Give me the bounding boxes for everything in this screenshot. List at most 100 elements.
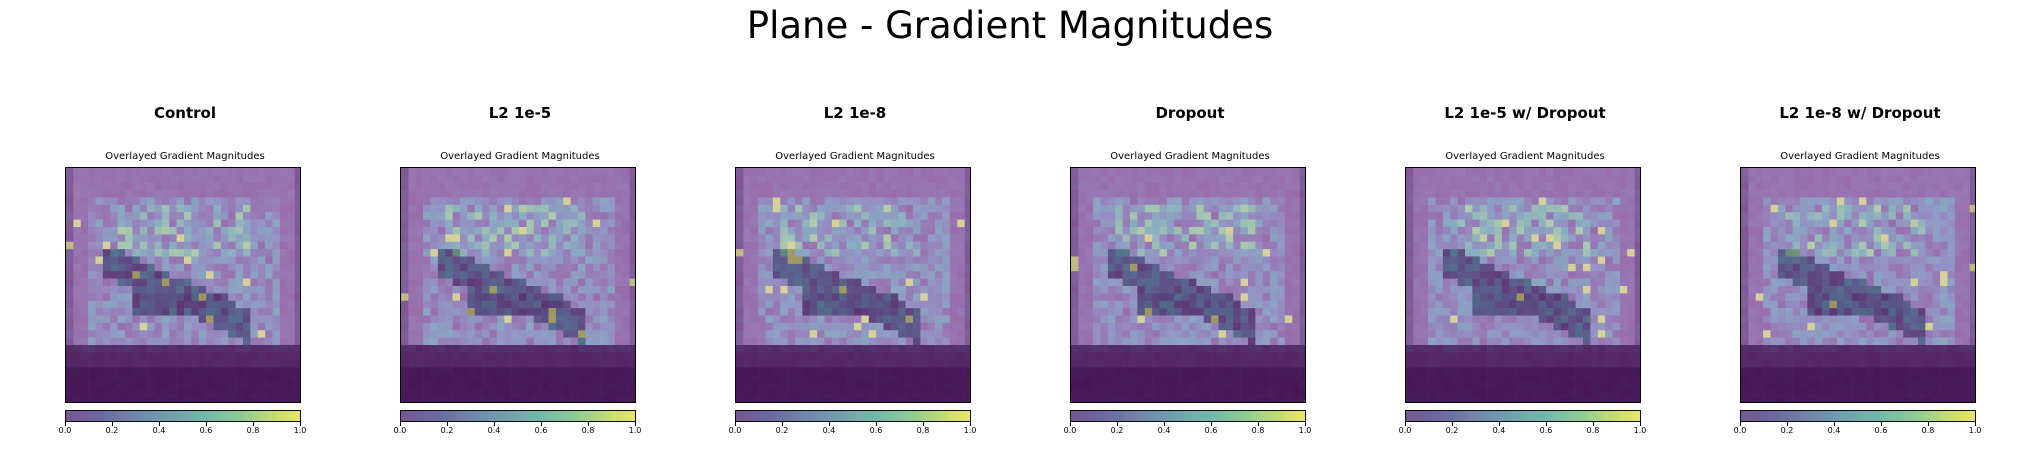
heatmap-cell <box>1575 182 1584 191</box>
heatmap-cell <box>1189 234 1197 243</box>
heatmap-cell <box>235 234 244 243</box>
heatmap-cell <box>1435 322 1444 331</box>
heatmap-cell <box>66 293 74 302</box>
heatmap-cell <box>831 367 840 375</box>
heatmap-cell <box>294 212 300 220</box>
heatmap-cell <box>935 367 943 375</box>
heatmap-cell <box>110 352 118 361</box>
heatmap-cell <box>228 389 236 397</box>
heatmap-cell <box>117 190 126 198</box>
heatmap-cell <box>541 168 549 176</box>
heatmap-cell <box>176 293 185 302</box>
heatmap-cell <box>898 345 906 353</box>
heatmap-cell <box>957 300 965 309</box>
heatmap-cell <box>1546 190 1554 198</box>
heatmap-cell <box>511 337 520 346</box>
heatmap-cell <box>592 315 601 324</box>
heatmap-cell <box>1457 182 1466 191</box>
heatmap-cell <box>1553 241 1562 250</box>
heatmap-cell <box>570 286 579 294</box>
heatmap-cell <box>1122 381 1131 390</box>
heatmap-cell <box>585 278 594 287</box>
heatmap-cell <box>1218 271 1227 279</box>
heatmap-cell <box>184 315 192 324</box>
heatmap-cell <box>920 212 929 220</box>
heatmap-cell <box>423 197 431 206</box>
heatmap-cell <box>750 374 759 383</box>
heatmap-cell <box>614 389 623 397</box>
heatmap-cell <box>445 219 453 228</box>
heatmap-cell <box>780 249 788 257</box>
heatmap-cell <box>935 300 943 309</box>
heatmap-cell <box>1211 212 1219 220</box>
heatmap-cell <box>809 345 818 353</box>
heatmap-cell <box>935 381 943 390</box>
heatmap-cell <box>504 367 512 375</box>
heatmap-cell <box>287 278 295 287</box>
heatmap-cell <box>1225 175 1234 184</box>
heatmap-cell <box>1211 374 1219 383</box>
heatmap-cell <box>1137 381 1146 390</box>
heatmap-cell <box>1442 197 1451 206</box>
heatmap-cell <box>1255 374 1264 383</box>
heatmap-cell <box>272 367 281 375</box>
heatmap-cell <box>555 352 564 361</box>
heatmap-cell <box>169 271 177 279</box>
heatmap-cell <box>1509 175 1517 184</box>
heatmap-cell <box>460 308 468 316</box>
heatmap-cell <box>578 396 586 402</box>
heatmap-cell <box>1406 330 1414 338</box>
heatmap-cell <box>228 286 236 294</box>
heatmap-cell <box>1122 396 1131 402</box>
heatmap-cell <box>1144 204 1153 213</box>
heatmap-cell <box>132 175 141 184</box>
heatmap-cell <box>905 278 914 287</box>
heatmap-cell <box>1546 286 1554 294</box>
heatmap-cell <box>1100 381 1109 390</box>
heatmap-cell <box>526 286 535 294</box>
heatmap-cell <box>519 227 527 235</box>
heatmap-cell <box>1152 168 1160 176</box>
heatmap-cell <box>570 352 579 361</box>
heatmap-cell <box>272 330 281 338</box>
heatmap-cell <box>802 389 811 397</box>
heatmap-cell <box>437 345 446 353</box>
heatmap-cell <box>1115 381 1123 390</box>
heatmap-cell <box>809 204 818 213</box>
colorbar-tick-label: 0.2 <box>1110 426 1124 435</box>
heatmap-cell <box>1524 197 1532 206</box>
heatmap-cell <box>132 182 141 191</box>
heatmap-cell <box>1211 271 1219 279</box>
heatmap-cell <box>460 190 468 198</box>
heatmap-cell <box>95 249 104 257</box>
heatmap-cell <box>942 315 951 324</box>
heatmap-cell <box>1605 204 1613 213</box>
heatmap-cell <box>1078 352 1087 361</box>
heatmap-cell <box>817 396 825 402</box>
heatmap-cell <box>935 249 943 257</box>
heatmap-cell <box>496 381 505 390</box>
heatmap-cell <box>898 212 906 220</box>
heatmap-cell <box>272 190 281 198</box>
heatmap-cell <box>169 241 177 250</box>
heatmap-cell <box>1248 367 1256 375</box>
heatmap-cell <box>1152 345 1160 353</box>
heatmap-cell <box>66 278 74 287</box>
heatmap-cell <box>460 330 468 338</box>
heatmap-cell <box>474 359 483 368</box>
heatmap-cell <box>795 190 803 198</box>
heatmap-cell <box>1196 308 1205 316</box>
heatmap-cell <box>1538 322 1547 331</box>
heatmap-cell <box>1196 249 1205 257</box>
heatmap-cell <box>88 234 96 243</box>
heatmap-cell <box>213 204 222 213</box>
heatmap-cell <box>1255 227 1264 235</box>
heatmap-cell <box>1627 204 1635 213</box>
heatmap-cell <box>169 190 177 198</box>
heatmap-cell <box>809 293 818 302</box>
heatmap-cell <box>460 241 468 250</box>
heatmap-cell <box>802 190 811 198</box>
heatmap-cell <box>1189 381 1197 390</box>
heatmap-cell <box>213 168 222 176</box>
heatmap-cell <box>279 322 288 331</box>
